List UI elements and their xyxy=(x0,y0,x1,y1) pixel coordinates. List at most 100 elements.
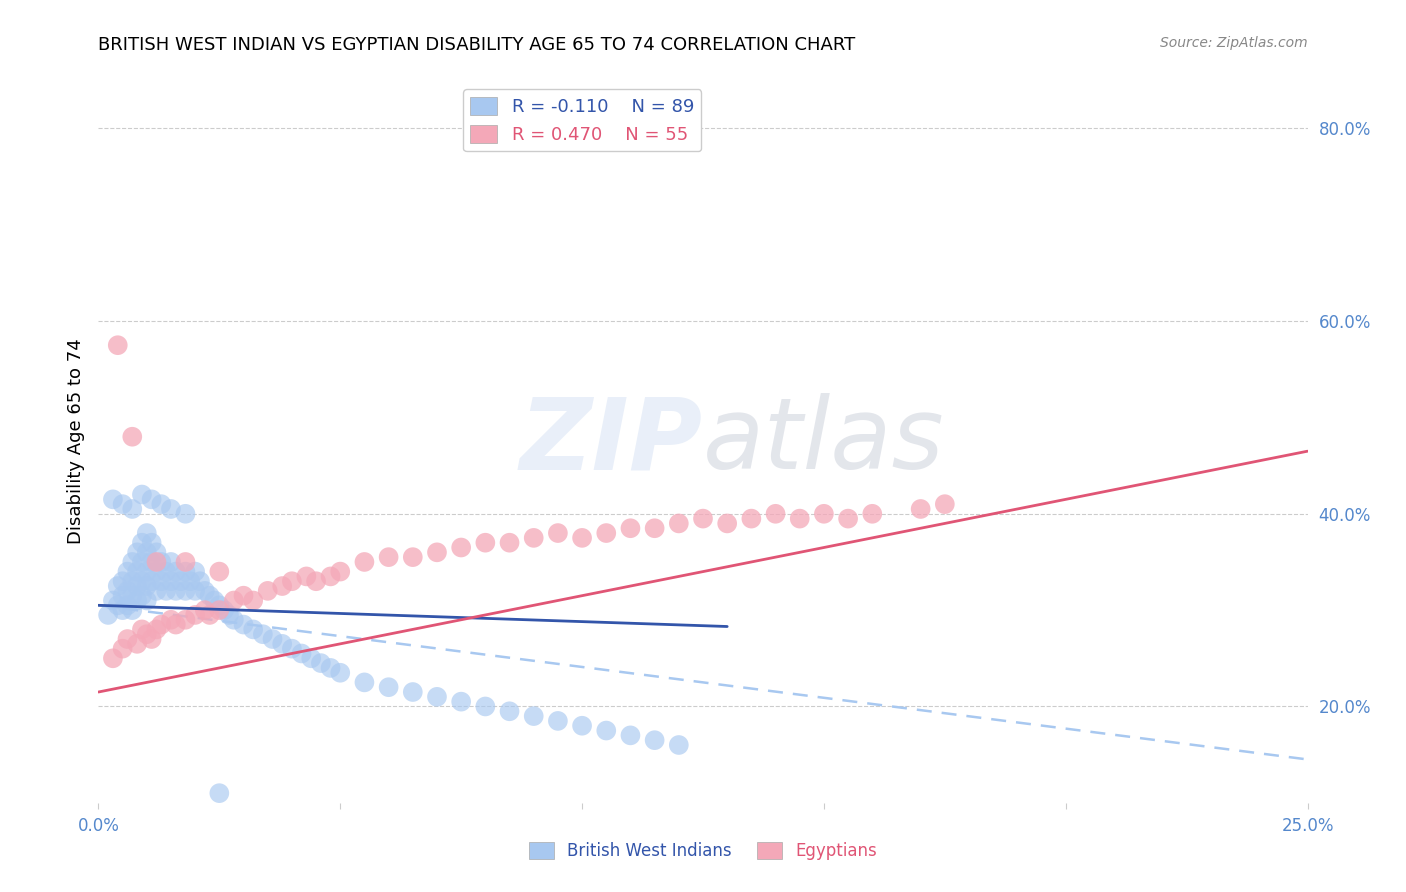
Point xyxy=(644,521,666,535)
Point xyxy=(131,555,153,569)
Point xyxy=(450,695,472,709)
Point xyxy=(498,704,520,718)
Point xyxy=(668,516,690,531)
Point xyxy=(179,574,201,589)
Point xyxy=(160,574,183,589)
Point xyxy=(127,593,149,607)
Point xyxy=(135,579,157,593)
Point xyxy=(174,555,197,569)
Point xyxy=(155,583,177,598)
Point xyxy=(716,516,738,531)
Point xyxy=(131,574,153,589)
Point xyxy=(101,492,124,507)
Point xyxy=(174,583,197,598)
Point xyxy=(131,623,153,637)
Point xyxy=(910,502,932,516)
Point xyxy=(353,675,375,690)
Point xyxy=(426,690,449,704)
Point xyxy=(165,583,187,598)
Point xyxy=(107,599,129,613)
Point xyxy=(131,589,153,603)
Point xyxy=(145,565,167,579)
Point xyxy=(329,665,352,680)
Point xyxy=(402,550,425,565)
Point xyxy=(208,786,231,800)
Point xyxy=(232,617,254,632)
Text: ZIP: ZIP xyxy=(520,393,703,490)
Point xyxy=(295,569,318,583)
Point xyxy=(135,545,157,559)
Point xyxy=(547,526,569,541)
Point xyxy=(150,617,173,632)
Point xyxy=(117,599,139,613)
Point xyxy=(271,637,294,651)
Point xyxy=(571,531,593,545)
Point xyxy=(319,661,342,675)
Point xyxy=(194,603,217,617)
Point xyxy=(155,565,177,579)
Point xyxy=(242,593,264,607)
Point xyxy=(450,541,472,555)
Point xyxy=(212,603,235,617)
Point xyxy=(208,599,231,613)
Point xyxy=(547,714,569,728)
Point xyxy=(740,511,762,525)
Point xyxy=(111,589,134,603)
Point xyxy=(290,647,312,661)
Point xyxy=(174,507,197,521)
Point xyxy=(145,623,167,637)
Text: Source: ZipAtlas.com: Source: ZipAtlas.com xyxy=(1160,36,1308,50)
Point xyxy=(145,583,167,598)
Point xyxy=(474,699,496,714)
Point xyxy=(150,555,173,569)
Point xyxy=(121,430,143,444)
Point xyxy=(145,555,167,569)
Point xyxy=(145,545,167,559)
Point xyxy=(353,555,375,569)
Point xyxy=(498,535,520,549)
Point xyxy=(117,632,139,646)
Point xyxy=(174,613,197,627)
Point xyxy=(426,545,449,559)
Point xyxy=(101,651,124,665)
Point xyxy=(299,651,322,665)
Point xyxy=(765,507,787,521)
Point xyxy=(281,641,304,656)
Point xyxy=(271,579,294,593)
Point xyxy=(184,607,207,622)
Point xyxy=(165,565,187,579)
Point xyxy=(121,555,143,569)
Point xyxy=(668,738,690,752)
Point xyxy=(127,637,149,651)
Point xyxy=(117,565,139,579)
Text: BRITISH WEST INDIAN VS EGYPTIAN DISABILITY AGE 65 TO 74 CORRELATION CHART: BRITISH WEST INDIAN VS EGYPTIAN DISABILI… xyxy=(98,36,856,54)
Point xyxy=(789,511,811,525)
Point xyxy=(111,603,134,617)
Point xyxy=(111,497,134,511)
Point xyxy=(252,627,274,641)
Point xyxy=(222,593,245,607)
Point xyxy=(111,574,134,589)
Point xyxy=(198,607,221,622)
Point xyxy=(281,574,304,589)
Point xyxy=(208,603,231,617)
Point xyxy=(127,565,149,579)
Point xyxy=(111,641,134,656)
Point xyxy=(97,607,120,622)
Point xyxy=(121,574,143,589)
Point xyxy=(474,535,496,549)
Point xyxy=(222,613,245,627)
Y-axis label: Disability Age 65 to 74: Disability Age 65 to 74 xyxy=(66,339,84,544)
Point xyxy=(184,583,207,598)
Point xyxy=(150,574,173,589)
Point xyxy=(619,728,641,742)
Point xyxy=(523,709,546,723)
Point xyxy=(402,685,425,699)
Point xyxy=(141,632,163,646)
Point xyxy=(135,526,157,541)
Point xyxy=(121,603,143,617)
Point xyxy=(242,623,264,637)
Point xyxy=(160,613,183,627)
Point xyxy=(188,574,211,589)
Point xyxy=(256,583,278,598)
